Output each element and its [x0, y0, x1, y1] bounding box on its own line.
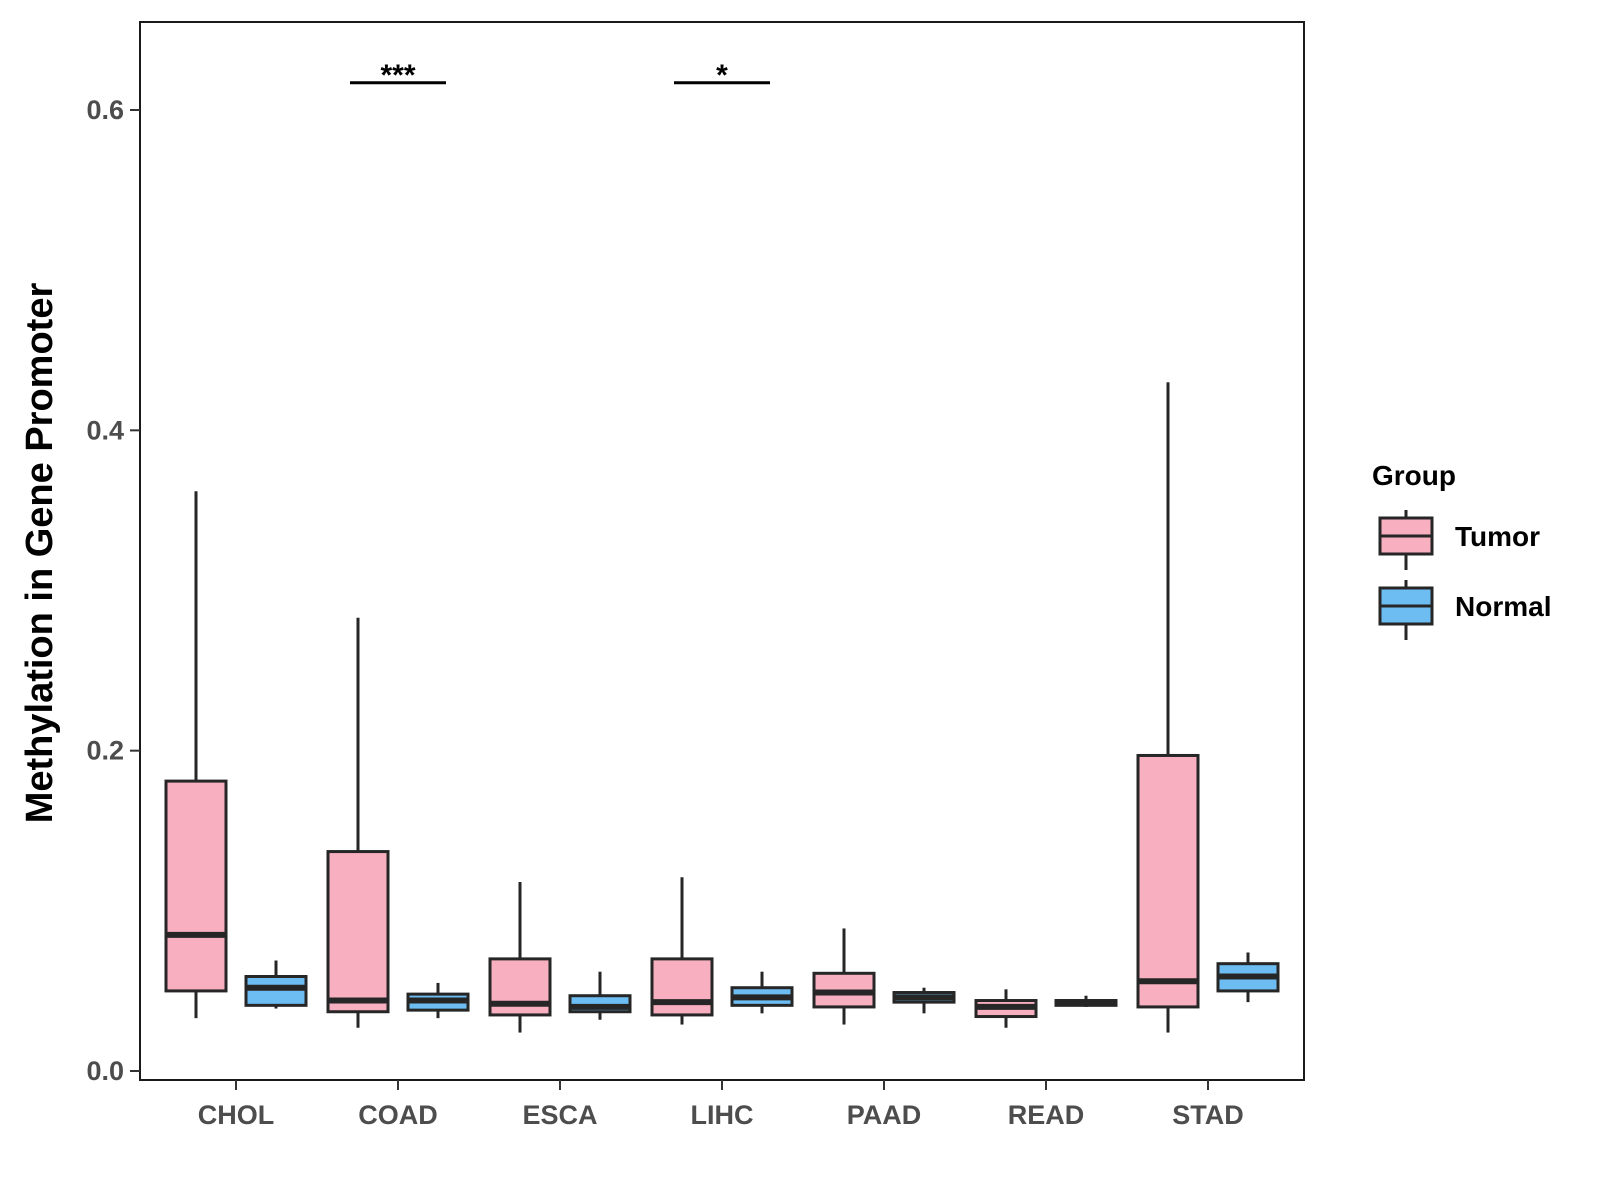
- box-normal-stad: [1216, 952, 1280, 1003]
- box-tumor-coad: [326, 617, 390, 1028]
- y-tick-label: 0.6: [86, 95, 124, 125]
- box-tumor-stad: [1136, 382, 1200, 1033]
- x-tick-label: LIHC: [691, 1100, 754, 1130]
- y-tick-label: 0.0: [86, 1056, 124, 1086]
- legend-title: Group: [1372, 460, 1456, 491]
- box-iqr: [1136, 753, 1200, 1009]
- box-iqr: [650, 957, 714, 1017]
- legend-key-tumor: [1378, 510, 1434, 570]
- x-tick-label: STAD: [1172, 1100, 1244, 1130]
- x-tick-label: CHOL: [198, 1100, 275, 1130]
- legend-key-normal: [1378, 580, 1434, 640]
- box-iqr: [326, 850, 390, 1014]
- box-tumor-lihc: [650, 877, 714, 1025]
- legend-label-normal: Normal: [1455, 591, 1551, 622]
- box-tumor-paad: [812, 928, 876, 1025]
- box-iqr: [244, 975, 308, 1007]
- box-tumor-esca: [488, 882, 552, 1033]
- significance-annotations: *** *: [350, 59, 770, 92]
- x-tick-label: ESCA: [522, 1100, 597, 1130]
- x-tick-label: PAAD: [847, 1100, 922, 1130]
- box-normal-coad: [406, 982, 470, 1019]
- plot-panel: [139, 21, 1305, 1081]
- legend: Group Tumor Normal: [1372, 460, 1551, 640]
- x-tick-label: COAD: [358, 1100, 438, 1130]
- box-normal-paad: [892, 987, 956, 1014]
- x-tick-label: READ: [1008, 1100, 1085, 1130]
- box-normal-read: [1054, 995, 1118, 1007]
- significance-label: *: [716, 59, 728, 92]
- y-tick-label: 0.4: [86, 415, 124, 445]
- y-axis: 0.0 0.2 0.4 0.6: [86, 95, 140, 1086]
- box-iqr: [164, 779, 228, 993]
- box-tumor-read: [974, 989, 1038, 1028]
- y-axis-label: Methylation in Gene Promoter: [19, 283, 61, 824]
- legend-label-tumor: Tumor: [1455, 521, 1540, 552]
- box-normal-lihc: [730, 971, 794, 1014]
- boxes-layer: [164, 382, 1280, 1033]
- significance-label: ***: [380, 59, 415, 92]
- x-axis: CHOL COAD ESCA LIHC PAAD READ STAD: [198, 1080, 1244, 1130]
- box-normal-esca: [568, 971, 632, 1020]
- box-normal-chol: [244, 960, 308, 1009]
- box-tumor-chol: [164, 491, 228, 1019]
- y-tick-label: 0.2: [86, 736, 124, 766]
